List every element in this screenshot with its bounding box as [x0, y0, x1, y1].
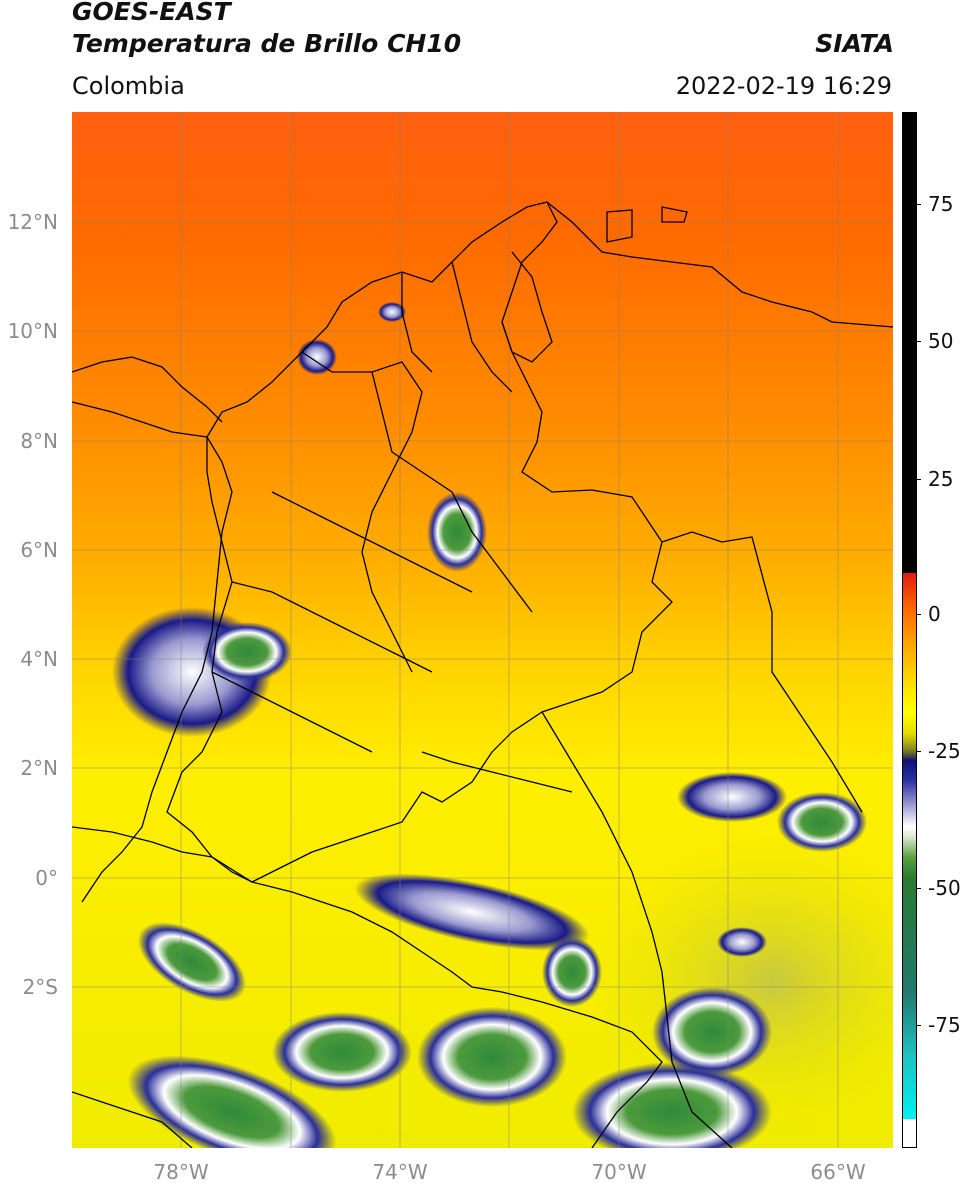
temperature-colorbar — [902, 112, 917, 1148]
colorbar-label-50: 50 — [928, 329, 954, 353]
cloud-cluster — [427, 492, 487, 572]
colorbar-tick — [916, 204, 921, 205]
cloud-cluster — [127, 1055, 337, 1148]
timestamp-label: 2022-02-19 16:29 — [675, 72, 892, 100]
colorbar-label-neg25: -25 — [928, 739, 961, 763]
region-label: Colombia — [72, 72, 185, 100]
colorbar-tick — [916, 751, 921, 752]
lon-label-74w: 74°W — [372, 1160, 428, 1184]
cloud-cluster — [354, 873, 590, 951]
colorbar-label-neg50: -50 — [928, 876, 961, 900]
colorbar-tick — [916, 479, 921, 480]
cloud-cluster — [777, 792, 867, 852]
brand-label: SIATA — [815, 29, 894, 58]
colorbar-label-0: 0 — [928, 602, 941, 626]
lat-label-12n: 12°N — [7, 210, 58, 234]
cloud-cluster — [417, 1007, 567, 1107]
colorbar-label-25: 25 — [928, 467, 954, 491]
lat-label-10n: 10°N — [7, 319, 58, 343]
cloud-cluster — [378, 302, 406, 322]
lat-label-8n: 8°N — [20, 429, 58, 453]
lat-label-0: 0° — [35, 866, 58, 890]
brightness-temperature-map — [72, 112, 893, 1148]
cloud-cluster — [652, 987, 772, 1077]
lat-label-4n: 4°N — [20, 647, 58, 671]
colorbar-tick — [916, 888, 921, 889]
lat-label-6n: 6°N — [20, 538, 58, 562]
country-borders — [72, 201, 893, 1148]
cloud-cluster — [677, 772, 787, 822]
cloud-cluster — [137, 922, 247, 1002]
cloud-cluster — [572, 1062, 772, 1148]
cloud-cluster — [542, 937, 602, 1007]
colorbar-tick — [916, 1025, 921, 1026]
title-satellite: GOES-EAST — [72, 0, 231, 26]
title-product: Temperatura de Brillo CH10 — [72, 29, 462, 58]
colorbar-label-neg75: -75 — [928, 1013, 961, 1037]
lon-label-66w: 66°W — [810, 1160, 866, 1184]
colorbar-tick — [916, 614, 921, 615]
cloud-cluster — [297, 339, 337, 375]
cloud-cluster — [272, 1012, 412, 1092]
lat-label-2n: 2°N — [20, 756, 58, 780]
lon-label-78w: 78°W — [153, 1160, 209, 1184]
colorbar-label-75: 75 — [928, 192, 954, 216]
lat-label-2s: 2°S — [22, 975, 58, 999]
colorbar-tick — [916, 341, 921, 342]
cloud-cluster — [717, 927, 767, 957]
lon-label-70w: 70°W — [591, 1160, 647, 1184]
cloud-cluster — [202, 622, 292, 682]
